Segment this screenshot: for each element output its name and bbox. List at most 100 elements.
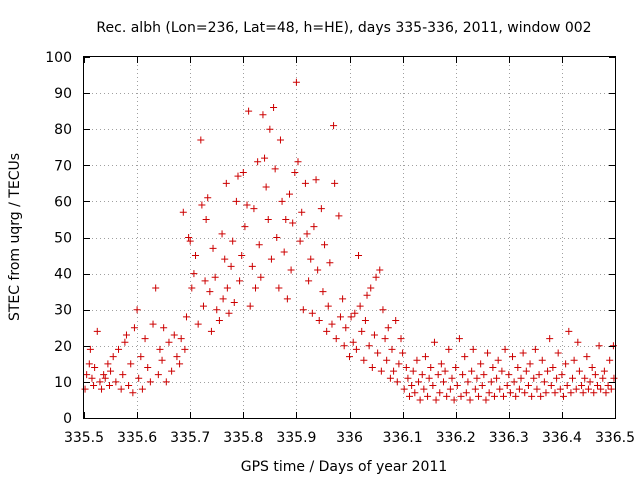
data-point [332,335,340,343]
data-point [190,270,198,278]
data-point [245,107,253,115]
data-point [165,338,173,346]
data-point [109,353,117,361]
data-point [432,396,440,404]
data-point [230,298,238,306]
data-point [360,356,368,364]
data-point [452,363,460,371]
chart-title: Rec. albh (Lon=236, Lat=48, h=HE), days … [96,20,591,36]
data-point [547,382,555,390]
data-point [406,392,414,400]
data-point [130,324,138,332]
data-point [206,288,214,296]
data-point [402,363,410,371]
data-point [319,288,327,296]
data-point [236,277,244,285]
data-point [590,389,598,397]
data-point [473,374,481,382]
data-point [469,345,477,353]
data-point [301,179,309,187]
data-point [584,385,592,393]
data-point [562,360,570,368]
data-point [381,335,389,343]
data-point [392,317,400,325]
data-point [546,335,554,343]
data-point [93,327,101,335]
data-point [537,392,545,400]
data-point [356,302,364,310]
data-point [496,385,504,393]
data-point [593,382,601,390]
data-point [310,223,318,231]
data-point [211,273,219,281]
data-point [112,378,120,386]
data-point [275,284,283,292]
data-point [540,378,548,386]
y-tick-label: 90 [54,86,72,102]
data-point [370,331,378,339]
data-point [266,125,274,133]
data-point [88,374,96,382]
data-point [287,266,295,274]
data-point [149,320,157,328]
data-point [168,367,176,375]
data-point [328,320,336,328]
data-point [158,356,166,364]
y-tick-label: 60 [54,194,72,210]
data-point [305,277,313,285]
data-point [477,360,485,368]
x-tick-label: 336.4 [542,430,582,446]
y-tick-label: 0 [63,411,72,427]
data-point [91,363,99,371]
data-point [522,367,530,375]
data-point [182,313,190,321]
data-point [105,382,113,390]
data-point [549,363,557,371]
data-point [365,342,373,350]
data-point [349,338,357,346]
data-point [404,374,412,382]
y-tick-label: 100 [45,50,72,66]
data-point [314,266,322,274]
data-point [355,252,363,260]
x-tick-label: 335.9 [276,430,316,446]
x-tick-label: 335.7 [170,430,210,446]
data-point [181,345,189,353]
data-point [528,392,536,400]
y-tick-label: 30 [54,303,72,319]
data-point [146,378,154,386]
x-tick-label: 335.8 [223,430,263,446]
data-point [429,382,437,390]
data-point [544,367,552,375]
data-point [232,197,240,205]
data-point [420,385,428,393]
y-tick-label: 50 [54,231,72,247]
data-point [324,302,332,310]
x-tick-label: 336.5 [595,430,635,446]
data-point [326,259,334,267]
data-point [261,154,269,162]
data-point [515,385,523,393]
data-point [241,223,249,231]
data-point [505,371,513,379]
data-point [510,378,518,386]
data-point [339,295,347,303]
data-point [299,306,307,314]
x-tick-label: 336.2 [436,430,476,446]
data-point [519,349,527,357]
data-point [154,371,162,379]
data-point [250,205,258,213]
y-tick-label: 20 [54,339,72,355]
data-point [575,367,583,375]
data-point [579,389,587,397]
data-point [395,360,403,368]
data-point [461,353,469,361]
data-point [551,389,559,397]
data-point [321,241,329,249]
data-point [569,374,577,382]
data-point [347,313,355,321]
data-point [493,374,501,382]
data-point [485,389,493,397]
data-point [119,371,127,379]
data-point [104,360,112,368]
